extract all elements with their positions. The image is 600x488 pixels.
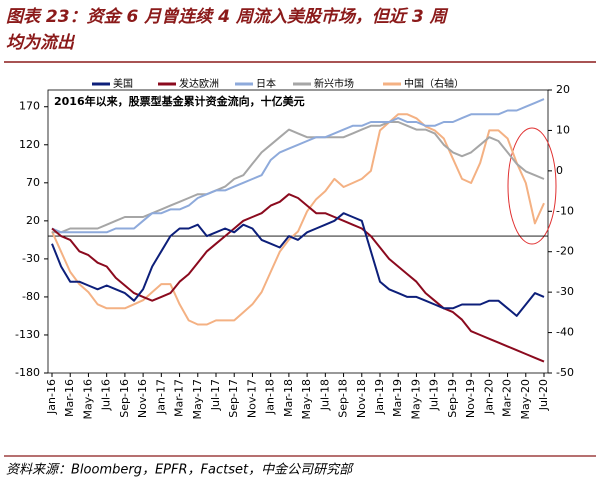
x-tick-label: Nov-18	[355, 379, 368, 418]
x-tick-label: Jan-18	[264, 379, 277, 415]
x-tick-label: Jan-17	[154, 379, 167, 415]
x-tick-label: Sep-16	[118, 379, 131, 418]
y-tick-label: -30	[22, 252, 40, 265]
legend-label: 日本	[256, 77, 276, 90]
y-tick-label: 20	[26, 214, 40, 227]
x-tick-label: May-19	[409, 379, 422, 420]
x-tick-label: Jul-19	[428, 379, 441, 411]
y2-tick-label: 0	[556, 164, 563, 177]
x-tick-label: May-16	[81, 379, 94, 420]
series-line	[52, 121, 545, 234]
y-tick-label: -80	[22, 290, 40, 303]
series-line	[51, 193, 545, 363]
y-tick-label: 70	[26, 176, 40, 189]
y2-tick-label: -50	[556, 366, 574, 379]
x-tick-label: May-17	[191, 379, 204, 420]
legend-label: 新兴市场	[314, 77, 354, 90]
x-tick-label: Sep-19	[446, 379, 459, 418]
legend-label: 中国（右轴）	[404, 77, 464, 90]
x-tick-label: Mar-17	[173, 379, 186, 417]
series-line	[51, 212, 545, 317]
y2-tick-label: -30	[556, 285, 574, 298]
x-tick-label: Sep-17	[227, 379, 240, 418]
y2-tick-label: 10	[556, 123, 570, 136]
x-tick-label: Jul-16	[100, 379, 113, 411]
x-tick-label: Jul-17	[209, 379, 222, 411]
y-tick-label: 120	[19, 138, 40, 151]
x-tick-label: Nov-17	[245, 379, 258, 418]
chart-title: 均为流出	[6, 33, 76, 53]
x-tick-label: May-18	[300, 379, 313, 420]
x-tick-label: Mar-19	[391, 379, 404, 417]
x-tick-label: Jul-20	[537, 379, 550, 411]
plot-frame	[47, 89, 549, 374]
y-tick-label: -130	[15, 328, 40, 341]
y-tick-label: 170	[19, 100, 40, 113]
legend-label: 美国	[113, 77, 133, 90]
x-tick-label: Mar-16	[63, 379, 76, 417]
x-tick-label: Mar-20	[501, 379, 514, 417]
highlight-ellipse	[507, 127, 557, 245]
y2-tick-label: -40	[556, 326, 574, 339]
x-tick-label: Jan-20	[482, 379, 495, 415]
source: 资料来源：Bloomberg，EPFR，Factset，中金公司研究部	[6, 462, 354, 478]
x-tick-label: Sep-18	[337, 379, 350, 418]
legend-label: 发达欧洲	[179, 77, 219, 90]
series-line	[51, 98, 545, 234]
chart-title: 图表 23：资金 6 月曾连续 4 周流入美股市场，但近 3 周	[6, 7, 449, 27]
y2-tick-label: -10	[556, 204, 574, 217]
y2-tick-label: -20	[556, 245, 574, 258]
x-tick-label: Jul-18	[318, 379, 331, 411]
x-tick-label: Jan-19	[373, 379, 386, 415]
x-tick-label: Nov-16	[136, 379, 149, 418]
annotation: 2016年以来，股票型基金累计资金流向，十亿美元	[54, 94, 305, 108]
x-tick-label: Jan-16	[45, 379, 58, 415]
y2-tick-label: 20	[556, 83, 570, 96]
series-line	[51, 113, 545, 326]
x-tick-label: Nov-19	[464, 379, 477, 418]
x-tick-label: Mar-18	[282, 379, 295, 417]
y-tick-label: -180	[15, 366, 40, 379]
x-tick-label: May-20	[519, 379, 532, 420]
